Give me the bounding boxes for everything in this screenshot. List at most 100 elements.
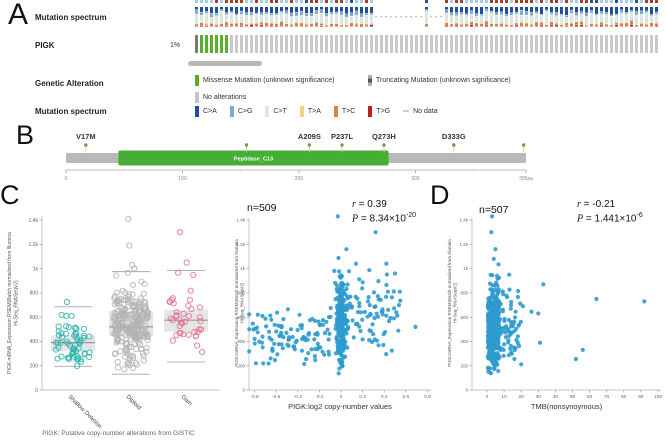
- legend-label: Truncating Mutation (unknown significanc…: [376, 76, 511, 84]
- svg-text:PIGK:mRNA_Expression RSEM(Batc: PIGK:mRNA_Expression RSEM(Batch normaliz…: [7, 232, 13, 374]
- svg-text:Hi-Seq_RNASeqV2): Hi-Seq_RNASeqV2): [240, 282, 245, 323]
- svg-text:100: 100: [654, 394, 662, 400]
- expression-vs-copy-number-content: 0 200 400 600 800 1k 1.2k 1.4k -0.8 -0.6 -0.4 -0.2 0…: [235, 214, 431, 411]
- scatter-tmb-r-value: r = -0.21: [577, 199, 643, 210]
- svg-text:0.6: 0.6: [402, 394, 409, 400]
- expression-vs-copy-number-points: [247, 214, 418, 376]
- scatter-cna-stats-label: r = 0.39 P = 8.34×10-20: [352, 199, 416, 224]
- p-exponent: -6: [636, 212, 643, 219]
- r-symbol: r: [352, 199, 356, 210]
- expression-vs-tmb-points: [485, 214, 647, 376]
- no-alterations-color-chip: [195, 91, 199, 103]
- legend-label: C>A: [203, 107, 217, 115]
- svg-text:200: 200: [237, 363, 245, 368]
- svg-text:0: 0: [465, 388, 468, 393]
- svg-text:1.2k: 1.2k: [236, 242, 245, 247]
- stripplot-content: 0 200 400 600 800 1k 1.2k 1.4k PIGK:mRNA_Express…: [7, 215, 220, 430]
- svg-text:P237L: P237L: [331, 132, 354, 141]
- svg-text:20: 20: [519, 394, 525, 400]
- svg-text:50: 50: [570, 394, 576, 400]
- genetic-alteration-legend-row1: Missense Mutation (unknown significance)…: [195, 74, 511, 86]
- legend-label: T>A: [307, 107, 321, 115]
- legend-label: C>G: [237, 107, 253, 115]
- legend-label: T>G: [376, 107, 391, 115]
- svg-text:1.4k: 1.4k: [236, 218, 245, 223]
- svg-text:1.2k: 1.2k: [459, 242, 468, 247]
- expression-vs-cna-scatter: 0 200 400 600 800 1k 1.2k 1.4k -0.8 -0.6 -0.4 -0.2 0…: [235, 214, 431, 411]
- svg-text:0: 0: [35, 388, 38, 394]
- scatter-cna-p-value: P = 8.34×10-20: [352, 210, 416, 224]
- p-symbol: P: [352, 213, 359, 225]
- legend-item-t-a: T>A: [299, 105, 321, 117]
- scatter-tmb-stats-label: r = -0.21 P = 1.441×10-6: [577, 199, 643, 224]
- svg-text:-0.2: -0.2: [315, 394, 324, 400]
- svg-text:0.4: 0.4: [381, 394, 388, 400]
- missense-color-chip: [195, 74, 199, 86]
- svg-text:800: 800: [237, 290, 245, 295]
- panel-a-letter: A: [8, 0, 29, 31]
- svg-text:-0.4: -0.4: [294, 394, 303, 400]
- svg-text:1k: 1k: [240, 266, 246, 271]
- scatter-tmb-n-label: n=507: [479, 204, 509, 216]
- oncoprint-mutation-spectrum-track: [195, 0, 658, 27]
- svg-text:1k: 1k: [463, 266, 469, 271]
- legend-title-mutation-spectrum: Mutation spectrum: [35, 107, 107, 116]
- svg-text:Gain: Gain: [180, 394, 193, 407]
- svg-text:Hi-Seq_RNASeqV2): Hi-Seq_RNASeqV2): [14, 280, 20, 326]
- legend-title-genetic-alteration: Genetic Alteration: [35, 79, 104, 88]
- protein-lollipop-diagram: Peptidase_C13 V17M A209S P237L Q273H D333G 0 10…: [65, 132, 534, 182]
- legend-label: C>T: [273, 107, 287, 115]
- scatter-tmb-p-value: P = 1.441×10-6: [577, 210, 643, 224]
- svg-text:200: 200: [460, 363, 468, 368]
- t-c-color-chip: [333, 105, 338, 117]
- stripplot-x-axis-caption: PIGK: Putative copy-number alterations f…: [42, 430, 195, 437]
- pigk-altered-percent: 1%: [170, 42, 181, 49]
- panel-c-letter: C: [0, 180, 20, 210]
- svg-text:400: 400: [237, 339, 245, 344]
- track-label-mutation-spectrum: Mutation spectrum: [35, 13, 107, 22]
- oncoprint-pigk-track: [195, 35, 658, 53]
- svg-text:600: 600: [237, 315, 245, 320]
- svg-text:60: 60: [587, 394, 593, 400]
- r-symbol: r: [577, 199, 581, 210]
- track-label-pigk: PIGK: [35, 41, 55, 50]
- svg-text:1.4k: 1.4k: [29, 218, 39, 224]
- legend-label: No data: [413, 107, 438, 115]
- svg-text:PIGK:mRNA_Expression RSEM(Batc: PIGK:mRNA_Expression RSEM(Batch normaliz…: [447, 239, 452, 367]
- legend-item-c-a: C>A: [195, 105, 217, 117]
- svg-text:300: 300: [411, 176, 420, 182]
- svg-text:1k: 1k: [33, 266, 39, 272]
- t-g-color-chip: [368, 105, 373, 117]
- svg-text:PIGK:mRNA_Expression RSEM(Batc: PIGK:mRNA_Expression RSEM(Batch normaliz…: [235, 239, 239, 367]
- svg-text:V17M: V17M: [76, 132, 96, 141]
- svg-text:-0.8: -0.8: [250, 394, 259, 400]
- p-symbol: P: [577, 213, 584, 225]
- expression-vs-tmb-content: 0 200 400 600 800 1k 1.2k 1.4k 0 10 20 30 40 50 60 70 80…: [447, 214, 662, 411]
- svg-text:395aa: 395aa: [519, 176, 533, 182]
- svg-text:1.4k: 1.4k: [459, 218, 468, 223]
- svg-text:A209S: A209S: [298, 132, 321, 141]
- expression-vs-tmb-scatter: 0 200 400 600 800 1k 1.2k 1.4k 0 10 20 30 40 50 60 70 80…: [447, 214, 662, 411]
- c-g-color-chip: [229, 105, 234, 117]
- svg-text:0: 0: [340, 394, 343, 400]
- svg-text:1.2k: 1.2k: [29, 242, 39, 248]
- truncating-color-chip: [368, 74, 372, 86]
- svg-text:10: 10: [501, 394, 507, 400]
- legend-label: No alterations: [203, 93, 247, 101]
- svg-text:Peptidase_C13: Peptidase_C13: [234, 157, 273, 163]
- r-value: = -0.21: [580, 199, 616, 210]
- genetic-alteration-legend-row2: No alterations: [195, 91, 246, 103]
- legend-item-truncating: Truncating Mutation (unknown significanc…: [368, 74, 511, 86]
- legend-item-c-g: C>G: [229, 105, 253, 117]
- p-exponent: -20: [405, 212, 417, 219]
- svg-text:30: 30: [536, 394, 542, 400]
- svg-text:400: 400: [460, 339, 468, 344]
- t-a-color-chip: [299, 105, 304, 117]
- svg-text:TMB(nonsynoymous): TMB(nonsynoymous): [531, 402, 603, 411]
- legend-item-no-alterations: No alterations: [195, 91, 246, 103]
- svg-text:Q273H: Q273H: [372, 132, 396, 141]
- svg-text:0: 0: [242, 388, 245, 393]
- scatter-cna-r-value: r = 0.39: [352, 199, 416, 210]
- c-t-color-chip: [265, 105, 270, 117]
